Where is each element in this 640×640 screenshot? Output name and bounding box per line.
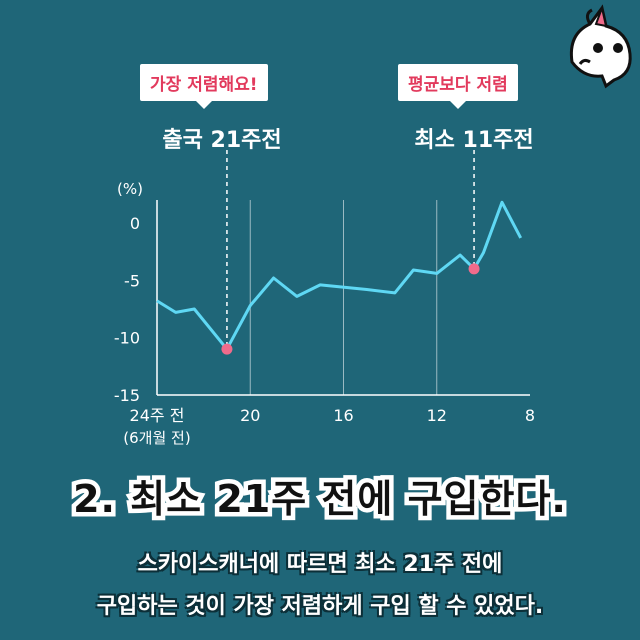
headline: 2. 최소 21주 전에 구입한다. [69,473,571,526]
x-tick-label: 20 [240,406,260,425]
highlight-point-2 [468,263,480,275]
series-line [156,200,523,351]
body-text-line-1: 스카이스캐너에 따르면 최소 21주 전에 [137,552,503,577]
y-tick-label: -10 [114,329,140,348]
body-text-line-2: 구입하는 것이 가장 저렴하게 구입 할 수 있었다. [96,594,544,619]
cheapest-callout-tag: 가장 저렴해요! [140,64,268,109]
below-average-callout-tag: 평균보다 저렴 [398,64,518,109]
y-axis-unit-label: (%) [117,180,143,198]
x-tick-label: 16 [333,406,353,425]
x-tick-sublabel: (6개월 전) [123,429,190,447]
below-average-callout-label: 최소 11주전 [414,128,534,153]
y-tick-label: -15 [114,386,140,405]
highlight-point-1 [221,343,233,355]
x-tick-label: 24주 전 [130,406,185,425]
y-tick-label: 0 [130,214,140,233]
cheapest-callout-label: 출국 21주전 [162,128,282,153]
x-tick-label: 12 [427,406,447,425]
x-tick-label: 8 [525,406,535,425]
unicorn-mascot-icon [569,4,632,89]
y-tick-label: -5 [124,271,140,290]
